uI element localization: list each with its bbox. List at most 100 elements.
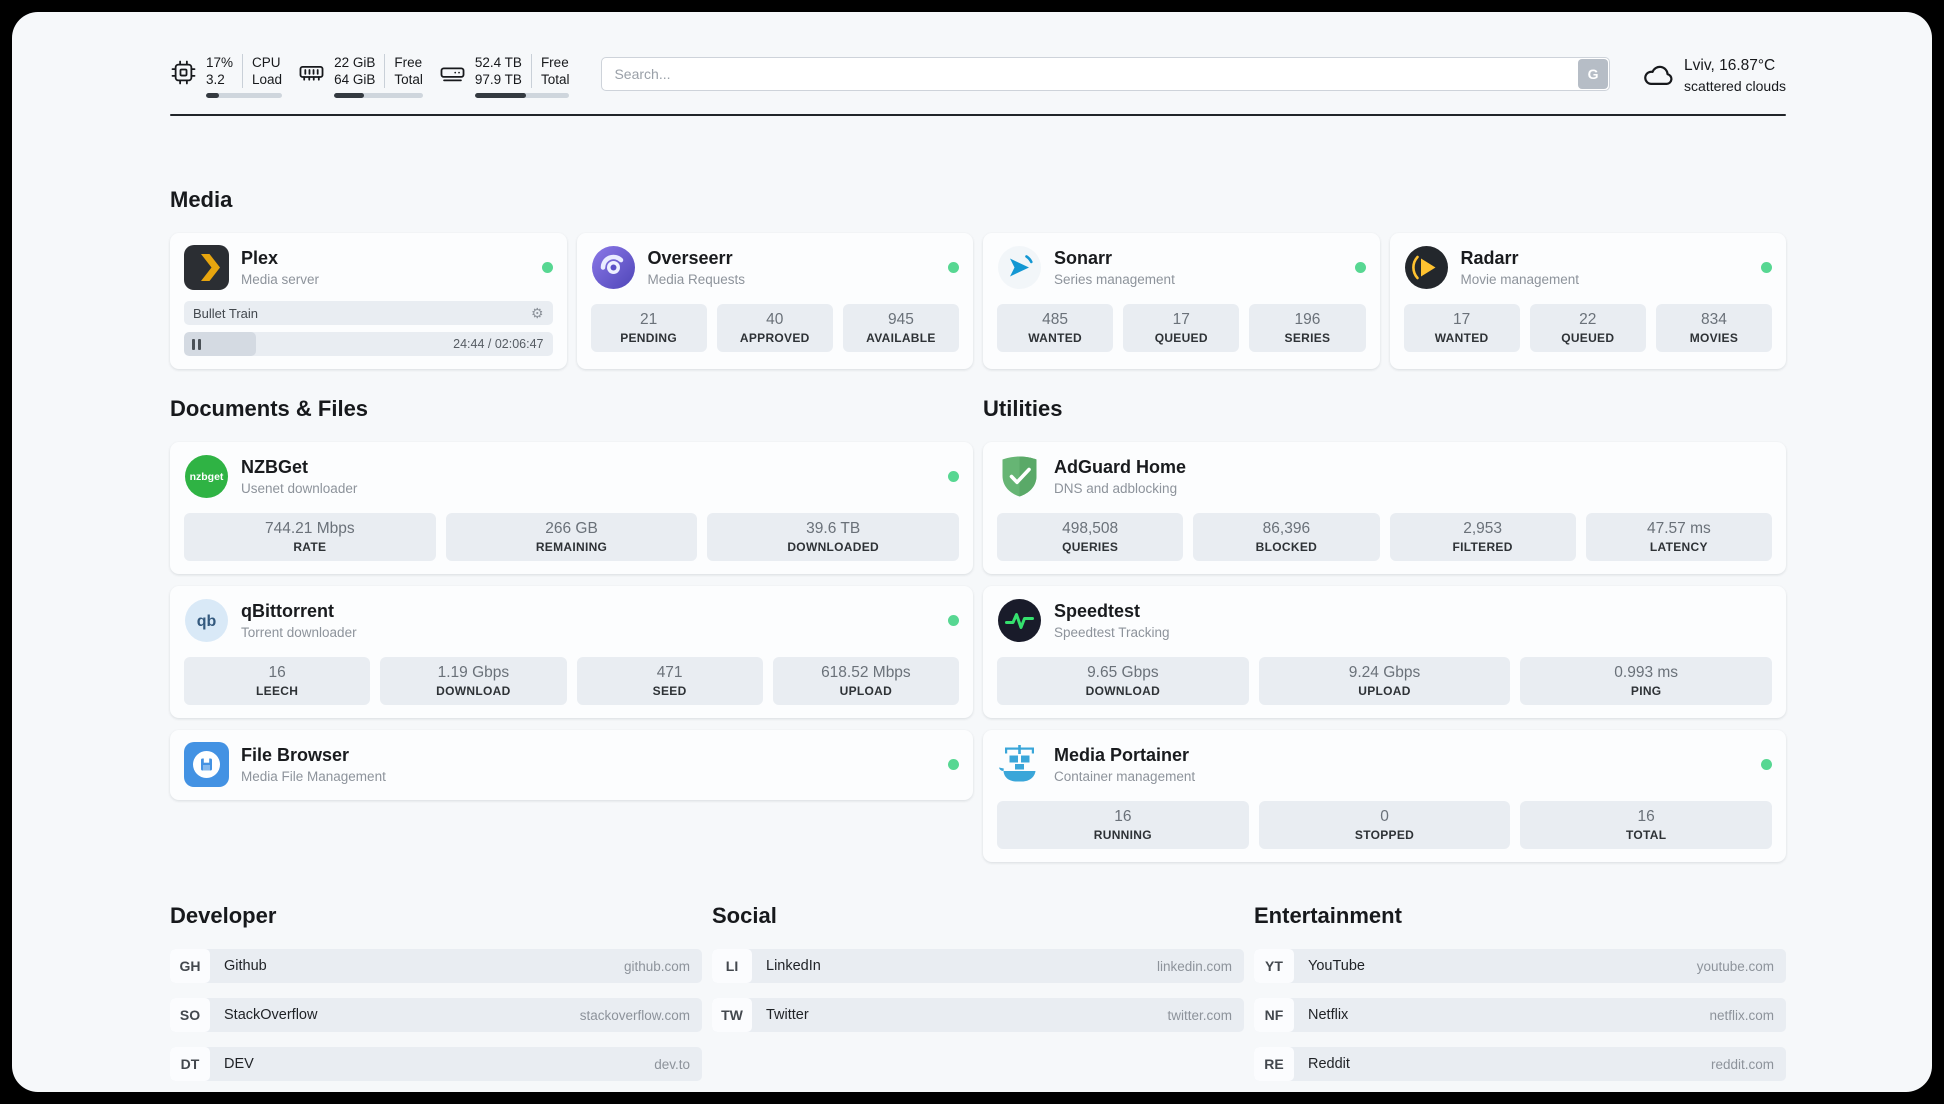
stat-box: 21 PENDING [590, 304, 707, 352]
disk-labels: Free Total [541, 54, 570, 88]
stat-box: 485 WANTED [997, 304, 1114, 352]
bookmark-abbr: YT [1254, 949, 1294, 983]
status-dot [1761, 262, 1772, 273]
ram-monitor: 22 GiB 64 GiB Free Total [298, 54, 423, 98]
stat-box: 47.57 ms LATENCY [1585, 513, 1772, 561]
bookmark-name: Github [224, 958, 267, 974]
qbittorrent-icon: qb [184, 598, 229, 643]
bookmark-row-netflix[interactable]: NF Netflix netflix.com [1254, 998, 1786, 1032]
service-subtitle: Speedtest Tracking [1054, 625, 1170, 640]
card-plex[interactable]: Plex Media server Bullet Train ⚙ 24:44 /… [170, 233, 567, 369]
card-overseerr[interactable]: Overseerr Media Requests 21 PENDING 40 A… [576, 233, 973, 369]
bookmark-row-github[interactable]: GH Github github.com [170, 949, 702, 983]
stat-label: RUNNING [1093, 828, 1152, 842]
monitor-separator [384, 54, 386, 88]
stat-box: 744.21 Mbps RATE [184, 513, 436, 561]
stat-value: 86,396 [1262, 520, 1311, 537]
ram-values: 22 GiB 64 GiB [334, 54, 375, 88]
stat-box: 16 TOTAL [1520, 801, 1773, 849]
stat-box: 22 QUEUED [1529, 304, 1646, 352]
bookmark-row-dev[interactable]: DT DEV dev.to [170, 1047, 702, 1081]
cpu-load-value: 3.2 [206, 72, 225, 87]
weather-widget: Lviv, 16.87°C scattered clouds [1642, 57, 1786, 94]
section-title-media: Media [170, 187, 233, 212]
ram-usage-bar [334, 93, 423, 98]
ram-total-value: 64 GiB [334, 72, 376, 87]
search-input[interactable] [601, 57, 1611, 91]
stat-box: 1.19 Gbps DOWNLOAD [380, 657, 567, 705]
stat-label: DOWNLOAD [436, 684, 511, 698]
pause-button[interactable] [192, 332, 201, 356]
stat-value: 196 [1294, 311, 1321, 328]
bookmark-name: StackOverflow [224, 1007, 318, 1023]
stat-label: APPROVED [739, 331, 810, 345]
card-nzbget[interactable]: nzbget NZBGet Usenet downloader 744.21 M… [170, 442, 973, 574]
card-speedtest[interactable]: Speedtest Speedtest Tracking 9.65 Gbps D… [983, 586, 1786, 718]
monitor-separator [530, 54, 532, 88]
bookmark-row-linkedin[interactable]: LI LinkedIn linkedin.com [712, 949, 1244, 983]
status-dot [948, 471, 959, 482]
stat-value: 2,953 [1463, 520, 1503, 537]
service-subtitle: Torrent downloader [241, 625, 357, 640]
stat-box: 0.993 ms PING [1520, 657, 1773, 705]
stat-box: 196 SERIES [1249, 304, 1366, 352]
stat-value: 0 [1380, 808, 1389, 825]
status-dot [541, 262, 553, 273]
bookmark-url: dev.to [654, 1056, 690, 1072]
card-adguard[interactable]: AdGuard Home DNS and adblocking 498,508 … [983, 442, 1786, 574]
stat-label: BLOCKED [1255, 540, 1318, 554]
section-title-documents: Documents & Files [170, 396, 369, 421]
service-name: Media Portainer [1054, 745, 1190, 765]
search-engine-button[interactable]: G [1578, 59, 1609, 89]
stat-value: 1.19 Gbps [437, 664, 510, 681]
section-title-social: Social [712, 903, 777, 928]
ram-label-bottom: Total [394, 72, 423, 87]
service-subtitle: Usenet downloader [241, 481, 358, 496]
card-qbittorrent[interactable]: qb qBittorrent Torrent downloader 16 LEE… [170, 586, 973, 718]
service-subtitle: Movie management [1460, 272, 1580, 287]
bookmark-row-stackoverflow[interactable]: SO StackOverflow stackoverflow.com [170, 998, 702, 1032]
stat-box: 0 STOPPED [1258, 801, 1511, 849]
card-radarr[interactable]: Radarr Movie management 17 WANTED 22 QUE… [1389, 233, 1786, 369]
cloud-icon [1642, 60, 1673, 91]
portainer-icon [997, 742, 1042, 787]
stat-box: 86,396 BLOCKED [1193, 513, 1380, 561]
card-sonarr[interactable]: Sonarr Series management 485 WANTED 17 Q… [983, 233, 1380, 369]
search-bar: G [601, 57, 1611, 91]
section-documents: Documents & Files nzbget NZBGet Usenet d… [170, 395, 973, 862]
media-grid: Plex Media server Bullet Train ⚙ 24:44 /… [170, 233, 1786, 369]
disk-free-value: 52.4 TB [474, 55, 522, 70]
bookmark-url: netflix.com [1709, 1007, 1774, 1023]
cpu-percent: 17% [206, 55, 234, 70]
bookmark-url: linkedin.com [1156, 958, 1232, 974]
bookmark-row-youtube[interactable]: YT YouTube youtube.com [1254, 949, 1786, 983]
section-social: Social LI LinkedIn linkedin.com TW Twitt… [712, 902, 1244, 1081]
stat-box: 16 RUNNING [997, 801, 1249, 849]
service-subtitle: DNS and adblocking [1054, 481, 1178, 496]
stat-label: LEECH [256, 684, 299, 698]
stat-label: LATENCY [1649, 540, 1708, 554]
stat-value: 618.52 Mbps [821, 664, 911, 681]
bookmark-url: youtube.com [1696, 958, 1774, 974]
bookmark-abbr: GH [170, 949, 210, 983]
service-name: Sonarr [1054, 248, 1113, 268]
status-dot [948, 615, 959, 626]
bookmark-row-twitter[interactable]: TW Twitter twitter.com [712, 998, 1244, 1032]
stat-label: UPLOAD [1358, 684, 1411, 698]
stat-box: 618.52 Mbps UPLOAD [772, 657, 959, 705]
nzbget-icon: nzbget [184, 454, 229, 499]
bookmark-name: LinkedIn [766, 958, 821, 974]
cpu-values: 17% 3.2 [206, 54, 233, 88]
bookmark-url: twitter.com [1167, 1007, 1232, 1023]
bookmark-name: Twitter [766, 1007, 809, 1023]
bookmark-row-reddit[interactable]: RE Reddit reddit.com [1254, 1047, 1786, 1081]
disk-usage-fill [474, 93, 526, 98]
stat-value: 39.6 TB [806, 520, 861, 537]
gear-icon[interactable]: ⚙ [530, 305, 544, 321]
card-filebrowser[interactable]: File Browser Media File Management [170, 730, 973, 800]
playback-progress-bar[interactable]: 24:44 / 02:06:47 [184, 332, 553, 356]
card-portainer[interactable]: Media Portainer Container management 16 … [983, 730, 1786, 862]
service-name: AdGuard Home [1054, 457, 1187, 477]
stat-label: DOWNLOADED [787, 540, 880, 554]
service-name: Plex [241, 248, 279, 268]
